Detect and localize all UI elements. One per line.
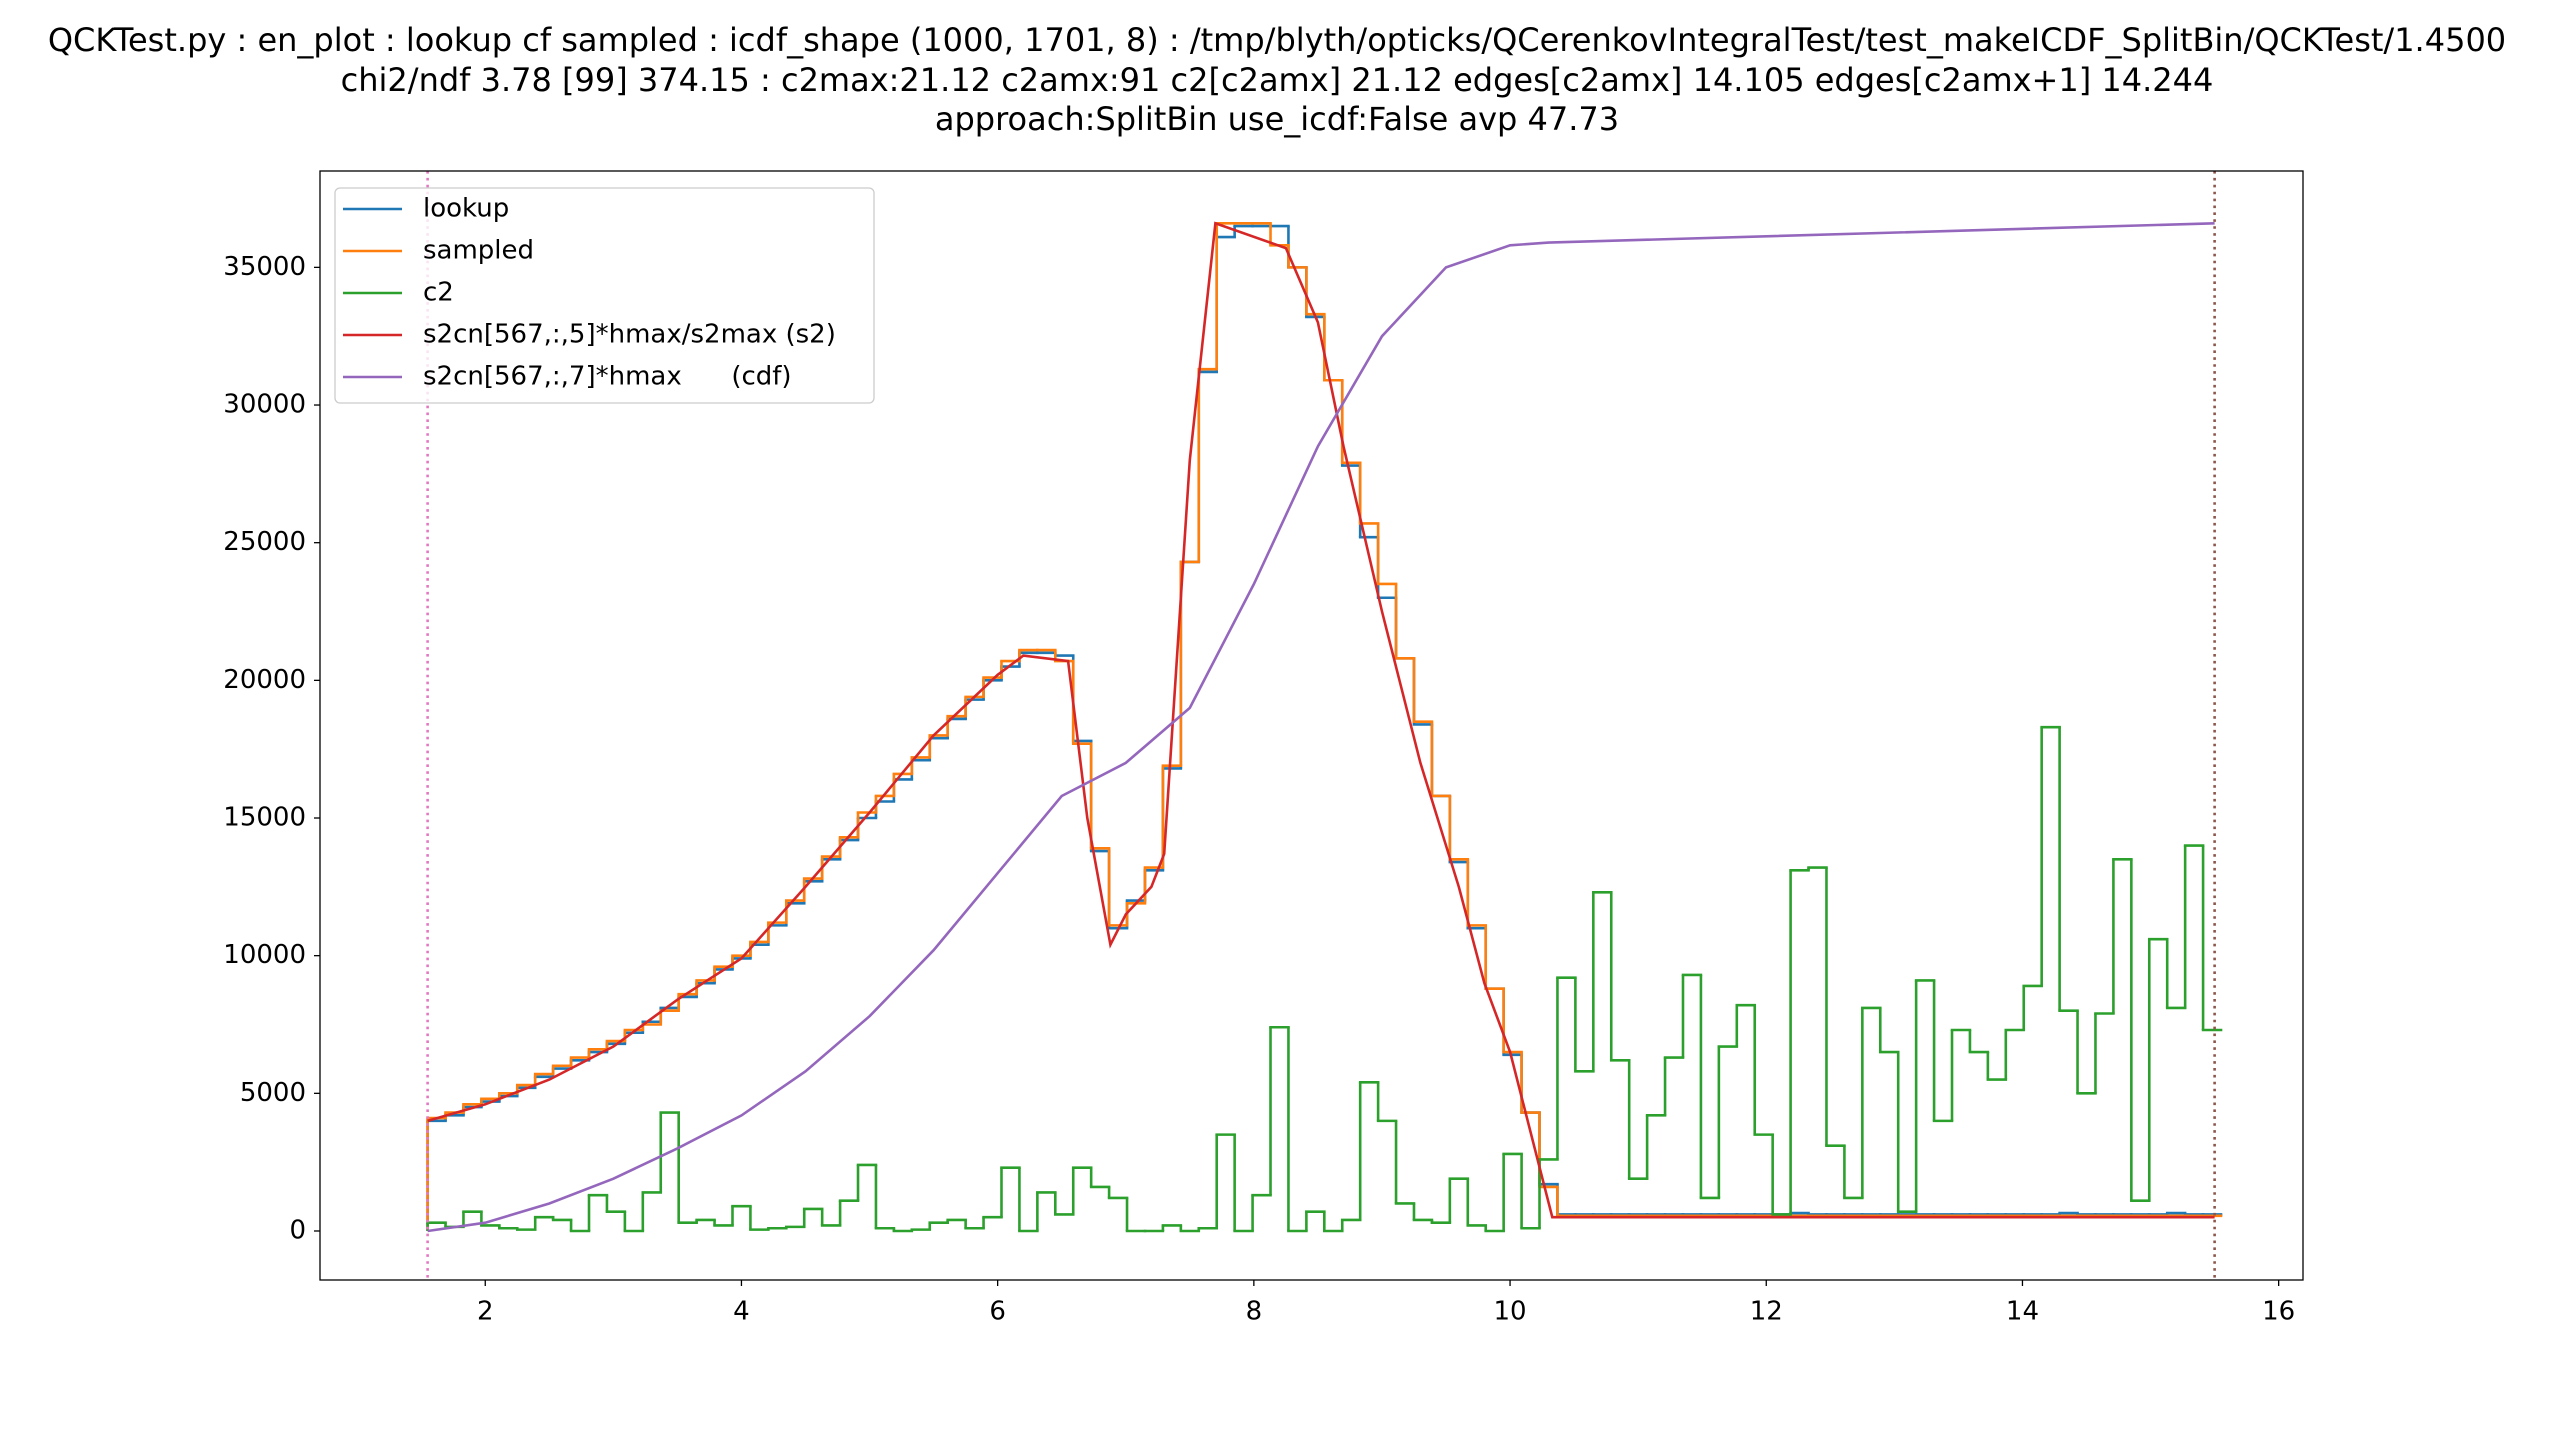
line xyxy=(427,221,2215,1219)
x-tick-label: 4 xyxy=(733,1297,750,1327)
y-tick-label: 10000 xyxy=(223,940,306,970)
chart-title: chi2/ndf 3.78 [99] 374.15 : c2max:21.12 … xyxy=(341,61,2214,99)
y-tick-label: 5000 xyxy=(240,1078,306,1108)
chart-title: QCKTest.py : en_plot : lookup cf sampled… xyxy=(48,21,2506,59)
x-tick-label: 12 xyxy=(1750,1297,1783,1327)
y-tick-label: 25000 xyxy=(223,527,306,557)
series-group xyxy=(426,221,2223,1233)
y-tick-label: 0 xyxy=(289,1215,306,1245)
y-tick-label: 30000 xyxy=(223,390,306,420)
line xyxy=(427,222,2215,1233)
y-tick-label: 15000 xyxy=(223,803,306,833)
x-tick-label: 2 xyxy=(477,1297,494,1327)
legend-label: s2cn[567,:,5]*hmax/s2max (s2) xyxy=(423,320,836,350)
legend-box xyxy=(334,187,875,404)
x-tick-label: 14 xyxy=(2006,1297,2039,1327)
y-tick-label: 35000 xyxy=(223,252,306,282)
x-tick-label: 16 xyxy=(2262,1297,2295,1327)
legend-label: c2 xyxy=(423,278,454,308)
chart-title: approach:SplitBin use_icdf:False avp 47.… xyxy=(935,100,1619,138)
legend-label: lookup xyxy=(423,194,509,224)
x-tick-label: 10 xyxy=(1494,1297,1527,1327)
legend-label: sampled xyxy=(423,236,534,266)
axes-frame xyxy=(319,170,2304,1281)
x-tick-label: 8 xyxy=(1246,1297,1263,1327)
x-tick-label: 6 xyxy=(989,1297,1006,1327)
y-tick-label: 20000 xyxy=(223,665,306,695)
legend-label: s2cn[567,:,7]*hmax (cdf) xyxy=(423,362,792,392)
